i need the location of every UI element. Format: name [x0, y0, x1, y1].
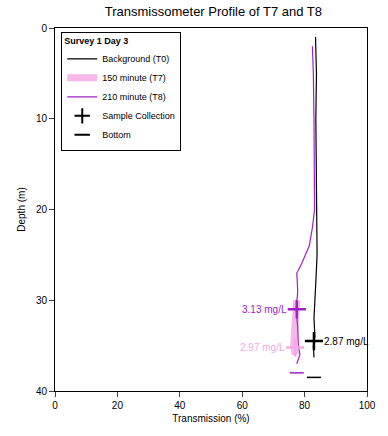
svg-text:Transmission (%): Transmission (%) — [172, 413, 249, 424]
svg-text:3.13 mg/L: 3.13 mg/L — [242, 304, 287, 315]
svg-text:210 minute (T8): 210 minute (T8) — [102, 92, 166, 102]
svg-text:10: 10 — [36, 113, 48, 124]
svg-text:20: 20 — [112, 400, 124, 411]
svg-text:100: 100 — [359, 400, 376, 411]
svg-text:40: 40 — [174, 400, 186, 411]
svg-text:60: 60 — [237, 400, 249, 411]
svg-text:Depth (m): Depth (m) — [16, 187, 27, 231]
svg-text:Survey 1 Day 3: Survey 1 Day 3 — [64, 36, 128, 46]
svg-text:Transmissometer Profile of T7: Transmissometer Profile of T7 and T8 — [105, 4, 322, 19]
svg-text:80: 80 — [299, 400, 311, 411]
svg-text:Sample Collection: Sample Collection — [102, 111, 175, 121]
svg-text:150 minute (T7): 150 minute (T7) — [102, 73, 166, 83]
svg-text:30: 30 — [36, 295, 48, 306]
svg-text:20: 20 — [36, 204, 48, 215]
svg-text:Bottom: Bottom — [102, 130, 131, 140]
svg-text:2.97 mg/L: 2.97 mg/L — [240, 342, 285, 353]
svg-text:0: 0 — [52, 400, 58, 411]
svg-text:Background (T0): Background (T0) — [102, 54, 169, 64]
svg-text:2.87 mg/L: 2.87 mg/L — [324, 336, 369, 347]
svg-text:0: 0 — [41, 23, 47, 34]
svg-text:40: 40 — [36, 386, 48, 397]
